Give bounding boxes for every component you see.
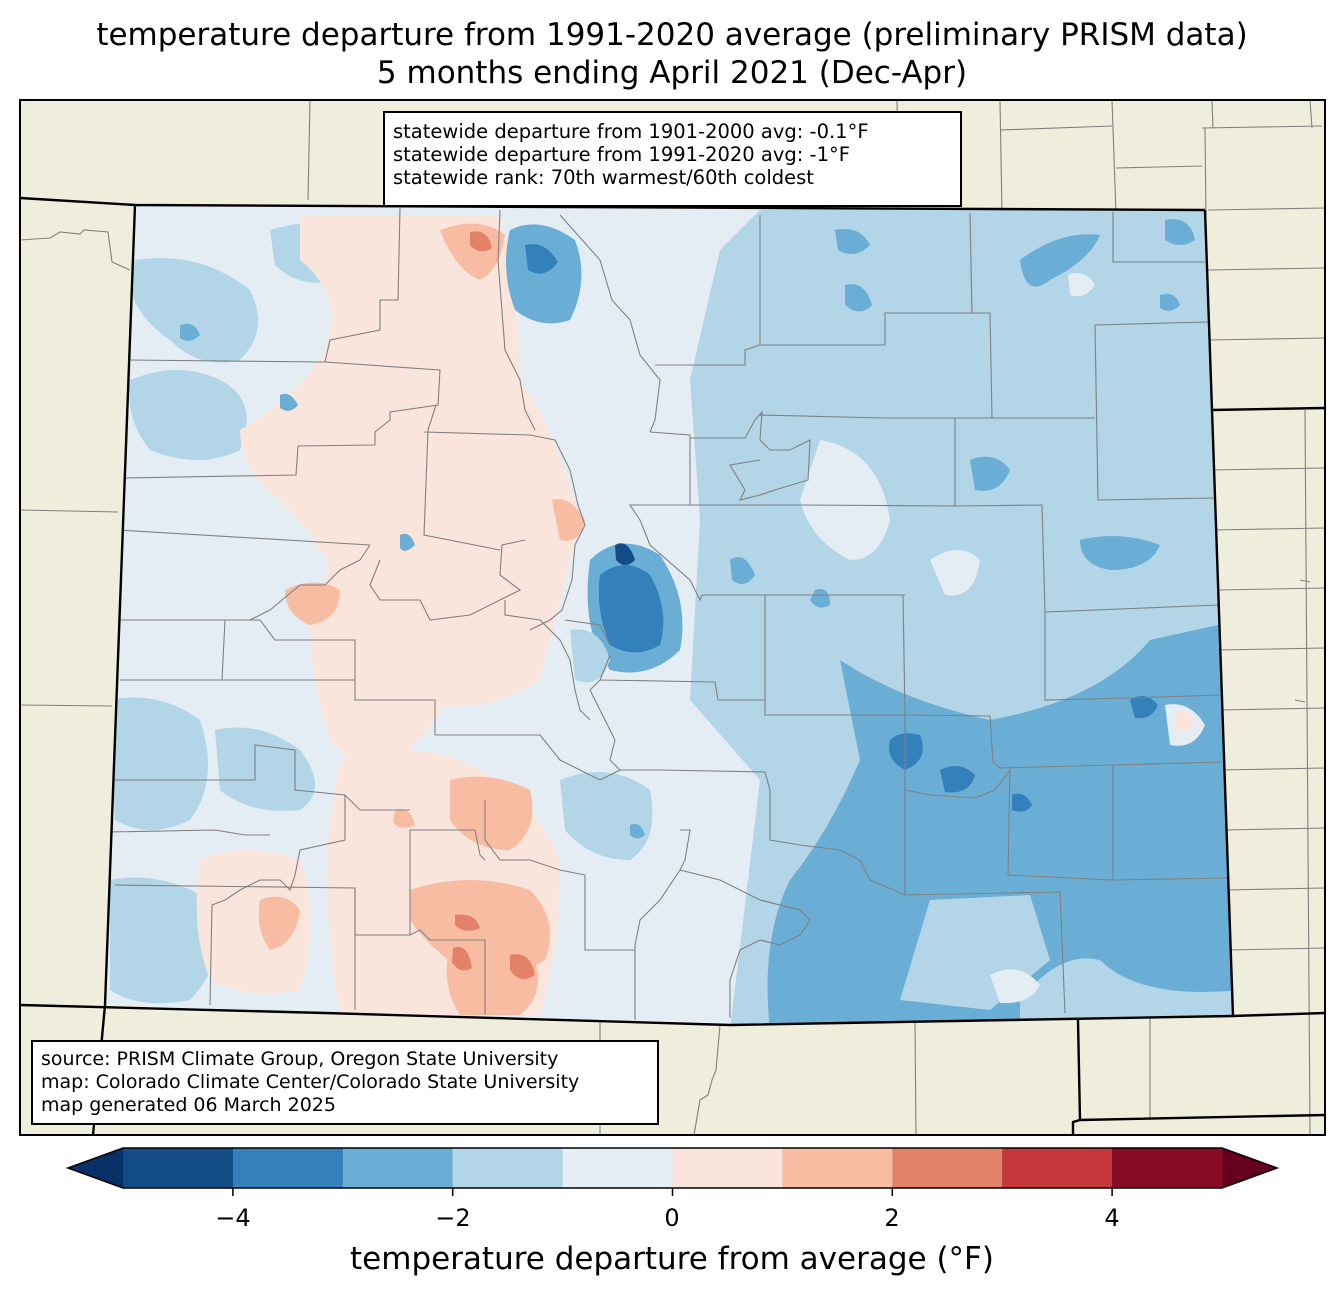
colorbar-label: temperature departure from average (°F) bbox=[350, 1241, 994, 1277]
colorbar-over-arrow bbox=[1222, 1148, 1277, 1188]
colorbar-tick-label: 2 bbox=[884, 1204, 900, 1232]
colorbar-bin bbox=[123, 1148, 234, 1188]
colorbar bbox=[65, 1147, 1280, 1196]
county-boundaries bbox=[107, 207, 1229, 1020]
map-title-line-2: 5 months ending April 2021 (Dec-Apr) bbox=[376, 55, 968, 91]
colorbar-tick-label: −4 bbox=[215, 1204, 251, 1232]
stats-departure-1991-2020: statewide departure from 1991-2020 avg: … bbox=[393, 143, 850, 166]
colorbar-bin bbox=[1002, 1148, 1113, 1188]
stats-departure-1901-2000: statewide departure from 1901-2000 avg: … bbox=[393, 120, 869, 143]
map-frame bbox=[19, 99, 1326, 1136]
statewide-stats-box: statewide departure from 1901-2000 avg: … bbox=[383, 111, 962, 207]
temperature-departure-field bbox=[105, 205, 1233, 1025]
map-title-line-1: temperature departure from 1991-2020 ave… bbox=[96, 17, 1248, 53]
source-credit: source: PRISM Climate Group, Oregon Stat… bbox=[41, 1048, 559, 1070]
colorbar-tick-label: 0 bbox=[664, 1204, 680, 1232]
map-credit: map: Colorado Climate Center/Colorado St… bbox=[41, 1071, 580, 1093]
stats-rank: statewide rank: 70th warmest/60th coldes… bbox=[393, 166, 814, 189]
colorbar-under-arrow bbox=[68, 1148, 123, 1188]
colorbar-bin bbox=[892, 1148, 1003, 1188]
colorbar-bin bbox=[782, 1148, 893, 1188]
colorbar-outline bbox=[65, 1147, 1280, 1189]
colorbar-tick-label: −2 bbox=[435, 1204, 471, 1232]
generated-date: map generated 06 March 2025 bbox=[41, 1094, 336, 1116]
colorbar-bin bbox=[1112, 1148, 1223, 1188]
colorbar-bin bbox=[452, 1148, 564, 1188]
colorbar-bin bbox=[342, 1148, 454, 1188]
source-credits-box: source: PRISM Climate Group, Oregon Stat… bbox=[31, 1040, 659, 1125]
colorbar-tick-label: 4 bbox=[1104, 1204, 1120, 1232]
colorbar-bin bbox=[232, 1148, 344, 1188]
colorbar-bin bbox=[562, 1148, 673, 1188]
colorbar-bin bbox=[672, 1148, 783, 1188]
